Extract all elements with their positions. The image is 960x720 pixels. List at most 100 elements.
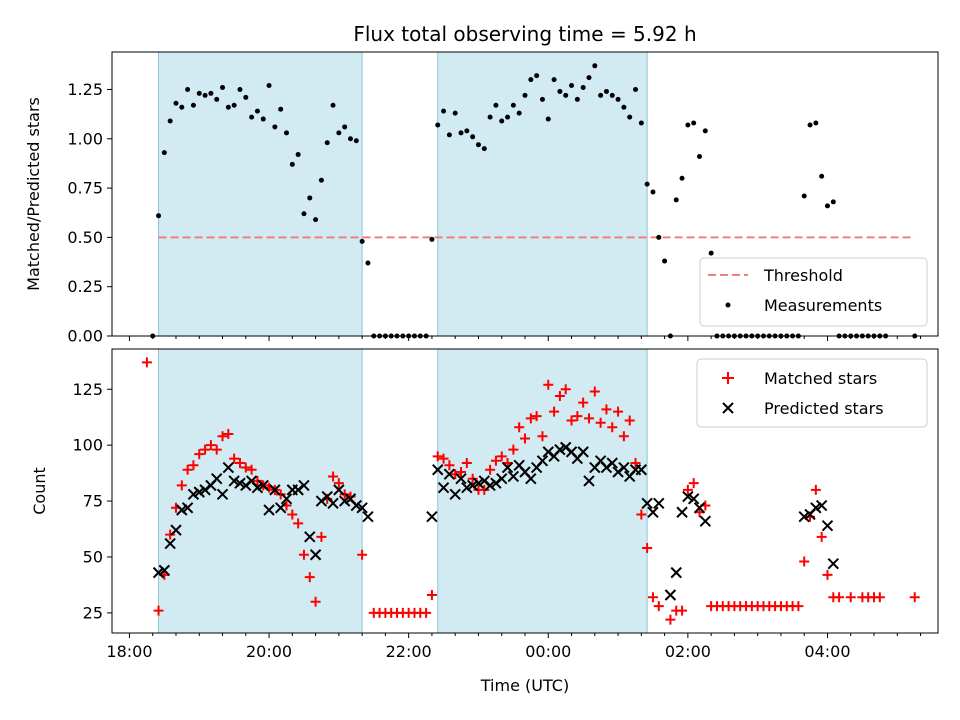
legend-measurements-label: Measurements — [764, 296, 882, 315]
predicted-star-point — [437, 481, 450, 494]
measurement-point — [830, 199, 836, 205]
matched-star-point — [677, 605, 688, 616]
matched-star-point — [816, 531, 827, 542]
measurement-point — [458, 130, 464, 136]
y-tick-label: 25 — [83, 603, 103, 622]
matched-star-point — [444, 460, 455, 471]
measurement-point — [697, 154, 703, 160]
matched-star-point — [647, 592, 658, 603]
x-tick-label: 02:00 — [665, 642, 711, 661]
top-legend: Threshold Measurements — [699, 257, 928, 327]
measurement-point — [214, 96, 220, 102]
matched-star-point — [165, 529, 176, 540]
measurement-point — [324, 140, 330, 146]
predicted-star-point — [670, 566, 682, 579]
measurement-point — [359, 238, 365, 244]
measurement-point — [266, 83, 272, 89]
predicted-star-point — [164, 537, 176, 550]
measurement-point — [231, 102, 237, 108]
measurement-point — [179, 104, 185, 110]
matched-star-point — [304, 572, 315, 583]
measurement-point — [510, 102, 516, 108]
predicted-star-point — [210, 472, 223, 485]
shaded-span — [437, 348, 648, 634]
measurement-point — [545, 116, 551, 122]
predicted-star-point — [664, 589, 677, 601]
predicted-star-point — [676, 506, 688, 518]
measurement-point — [289, 161, 295, 167]
legend-predicted-marker — [722, 402, 734, 414]
matched-star-point — [624, 415, 635, 426]
y-tick-label: 1.00 — [67, 129, 103, 148]
x-tick-label: 18:00 — [106, 642, 152, 661]
measurement-point — [563, 92, 569, 98]
measurement-point — [819, 173, 825, 179]
matched-star-point — [653, 601, 664, 612]
measurement-point — [586, 75, 592, 81]
measurement-point — [534, 73, 540, 79]
measurement-point — [278, 106, 284, 112]
predicted-star-point — [304, 531, 316, 543]
top-y-ticks: 0.00 0.25 0.50 0.75 1.00 1.25 — [67, 80, 112, 346]
y-tick-label: 0.75 — [67, 179, 103, 198]
matched-star-point — [613, 406, 624, 417]
measurement-point — [173, 100, 179, 106]
measurement-point — [569, 83, 575, 89]
matched-star-point — [682, 484, 693, 495]
matched-star-point — [508, 444, 519, 455]
matched-star-point — [566, 415, 577, 426]
matched-star-point — [479, 484, 490, 495]
matched-star-point — [275, 489, 286, 500]
predicted-star-point — [158, 564, 171, 577]
predicted-star-point — [536, 455, 549, 467]
matched-star-point — [194, 449, 205, 460]
matched-star-point — [438, 453, 449, 464]
x-tick-label: 04:00 — [804, 642, 850, 661]
matched-star-point — [426, 589, 437, 600]
predicted-star-point — [641, 497, 653, 510]
matched-star-point — [583, 413, 594, 424]
measurement-point — [452, 110, 458, 116]
matched-star-point — [607, 422, 618, 433]
y-tick-label: 1.25 — [67, 80, 103, 99]
measurement-point — [353, 138, 359, 144]
predicted-star-point — [821, 519, 834, 532]
measurement-point — [295, 152, 301, 158]
matched-star-point — [874, 592, 885, 603]
matched-star-point — [461, 458, 472, 469]
measurement-point — [807, 122, 813, 128]
predicted-star-point — [356, 502, 368, 514]
matched-star-point — [490, 455, 501, 466]
matched-star-point — [549, 406, 560, 417]
predicted-star-point — [496, 472, 508, 485]
measurement-point — [644, 181, 650, 187]
matched-star-point — [514, 422, 525, 433]
measurement-point — [580, 85, 586, 90]
measurement-point — [481, 146, 487, 152]
predicted-star-point — [216, 488, 229, 501]
measurement-point — [691, 120, 697, 126]
y-tick-label: 0.50 — [67, 228, 103, 247]
measurement-point — [441, 108, 447, 114]
matched-star-point — [822, 569, 833, 580]
matched-star-point — [298, 549, 309, 560]
y-tick-label: 0.25 — [67, 277, 103, 296]
predicted-star-point — [455, 472, 467, 485]
predicted-star-point — [507, 470, 520, 483]
top-legend-box — [699, 257, 928, 327]
predicted-star-point — [222, 461, 235, 474]
bottom-legend-box — [696, 358, 928, 428]
predicted-star-point — [687, 493, 700, 505]
measurement-point — [336, 130, 342, 136]
predicted-star-point — [426, 511, 438, 523]
matched-star-point — [560, 384, 571, 395]
matched-star-point — [578, 397, 589, 408]
measurement-point — [487, 114, 493, 120]
matched-star-point — [287, 509, 298, 520]
y-tick-label: 100 — [72, 436, 103, 455]
matched-star-point — [252, 475, 263, 486]
y-tick-label: 50 — [83, 547, 103, 566]
matched-star-point — [642, 543, 653, 554]
measurement-point — [342, 124, 348, 130]
measurement-point — [318, 177, 324, 183]
